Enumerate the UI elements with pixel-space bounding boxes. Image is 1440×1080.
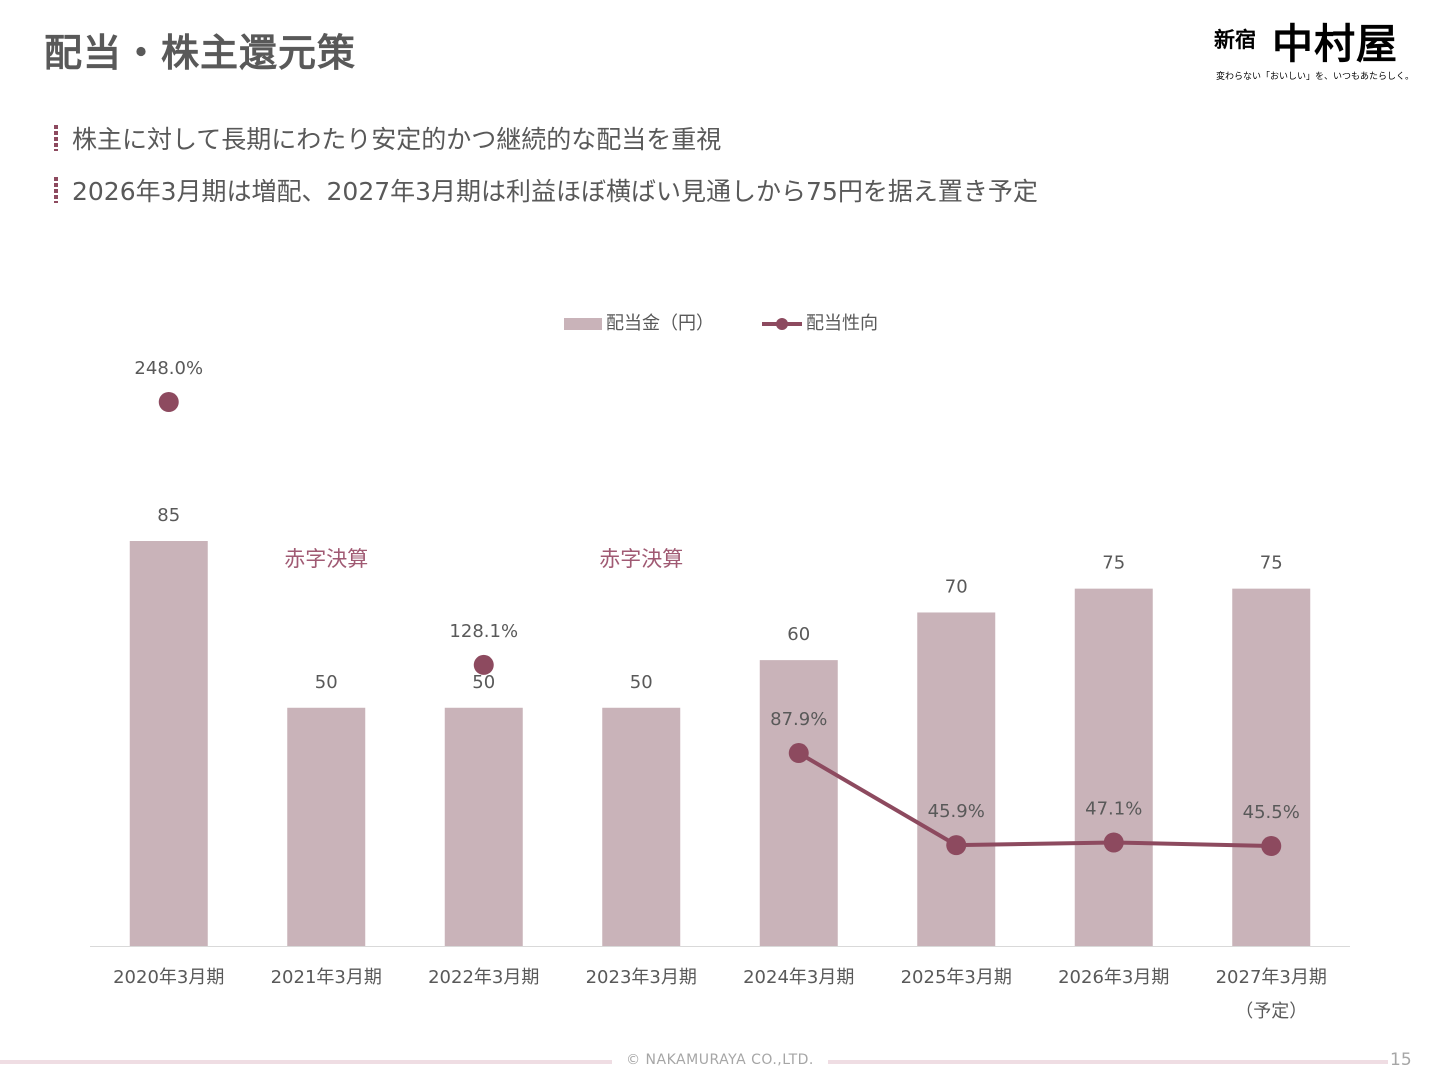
deficit-annotation: 赤字決算 (599, 547, 683, 571)
payout-value-label: 45.5% (1243, 802, 1300, 823)
x-tick-label: 2023年3月期 (586, 967, 697, 988)
bar-value-label: 50 (472, 672, 495, 693)
bar-6 (917, 612, 996, 946)
bar-value-label: 60 (787, 624, 810, 645)
payout-point-5 (788, 743, 809, 764)
legend-bar-label: 配当金（円） (606, 313, 714, 334)
x-tick-label: 2022年3月期 (428, 967, 539, 988)
payout-value-label: 87.9% (770, 709, 827, 730)
x-tick-label: 2026年3月期 (1058, 967, 1169, 988)
dividend-chart: 配当金（円） 配当性向 85 50 50 50 60 70 75 75 2020年3月期 2021年3… (90, 313, 1350, 1022)
deficit-annotation: 赤字決算 (284, 547, 368, 571)
payout-value-label: 128.1% (449, 621, 518, 642)
x-tick-label: 2021年3月期 (271, 967, 382, 988)
bullet-text: 株主に対して長期にわたり安定的かつ継続的な配当を重視 (72, 125, 722, 154)
page-title: 配当・株主還元策 (44, 31, 357, 75)
footer-copyright: © NAKAMURAYA CO.,LTD. (626, 1052, 814, 1068)
bar-value-label: 50 (315, 672, 338, 693)
payout-value-label: 47.1% (1085, 798, 1142, 819)
legend-line-marker (776, 318, 788, 330)
payout-point-1 (158, 392, 179, 412)
payout-value-label: 45.9% (928, 801, 985, 822)
bullet-list: 株主に対して長期にわたり安定的かつ継続的な配当を重視 2026年3月期は増配、2… (54, 112, 1038, 216)
legend-bar-swatch (564, 318, 602, 330)
bullet-marker (54, 125, 58, 151)
bar-value-label: 85 (157, 505, 180, 526)
payout-value-label: 248.0% (134, 358, 203, 379)
bar-value-label: 50 (630, 672, 653, 693)
payout-point-7 (1103, 832, 1124, 853)
bullet-marker (54, 177, 58, 203)
legend-line-label: 配当性向 (806, 313, 878, 334)
payout-ratio-line (797, 751, 1272, 848)
payout-point-8 (1261, 836, 1282, 856)
bar-2 (287, 707, 366, 946)
bar-value-label: 75 (1102, 553, 1125, 574)
logo-small-text: 新宿 (1214, 28, 1256, 52)
payout-point-3 (473, 654, 494, 675)
bar-8 (1232, 588, 1311, 946)
bar-7 (1074, 588, 1153, 946)
nakamuraya-logo: 新宿 中村屋 変わらない「おいしい」を、いつもあたらしく。 (1210, 10, 1420, 84)
logo-main-text: 中村屋 (1272, 20, 1398, 68)
bullet-text: 2026年3月期は増配、2027年3月期は利益ほぼ横ばい見通しから75円を据え置… (72, 177, 1038, 206)
bar-1 (129, 541, 208, 946)
footer-line-left (0, 1060, 612, 1064)
bar-value-label: 75 (1260, 553, 1283, 574)
bar-4 (602, 707, 681, 946)
bullet-item: 2026年3月期は増配、2027年3月期は利益ほぼ横ばい見通しから75円を据え置… (54, 164, 1038, 216)
x-tick-label: 2027年3月期 (1216, 967, 1327, 988)
bar-5 (759, 660, 838, 946)
bullet-item: 株主に対して長期にわたり安定的かつ継続的な配当を重視 (54, 112, 1038, 164)
page-number: 15 (1390, 1050, 1412, 1070)
x-tick-label: 2020年3月期 (113, 967, 224, 988)
bar-value-label: 70 (945, 576, 968, 597)
x-tick-note: （予定） (1235, 1001, 1307, 1022)
bar-3 (444, 707, 523, 946)
payout-point-6 (946, 835, 967, 856)
footer-line-right (828, 1060, 1388, 1064)
x-tick-label: 2024年3月期 (743, 967, 854, 988)
x-tick-label: 2025年3月期 (901, 967, 1012, 988)
logo-tagline: 変わらない「おいしい」を、いつもあたらしく。 (1216, 72, 1415, 82)
